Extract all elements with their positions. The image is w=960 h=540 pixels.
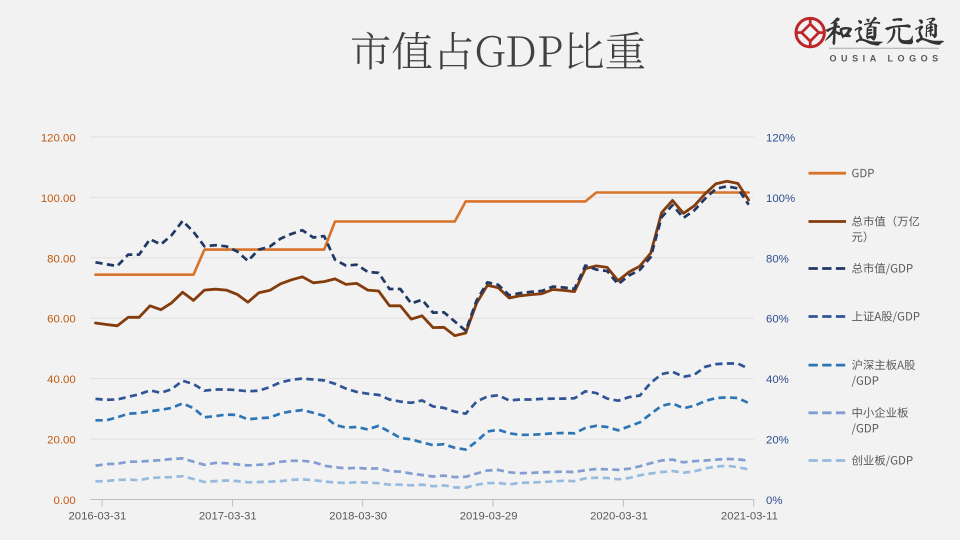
svg-text:20.00: 20.00 [47,435,76,447]
svg-text:40%: 40% [766,374,789,386]
svg-text:120%: 120% [766,132,795,144]
svg-text:20%: 20% [766,435,789,447]
svg-text:80.00: 80.00 [47,253,76,265]
svg-text:2019-03-29: 2019-03-29 [460,510,518,522]
svg-text:2021-03-11: 2021-03-11 [721,510,778,522]
svg-text:60.00: 60.00 [47,314,76,326]
svg-text:120.00: 120.00 [41,132,76,144]
svg-text:0%: 0% [766,495,782,507]
svg-text:80%: 80% [766,253,789,265]
svg-text:2020-03-31: 2020-03-31 [590,510,648,522]
svg-text:60%: 60% [766,314,789,326]
svg-text:2018-03-30: 2018-03-30 [329,510,387,522]
svg-text:40.00: 40.00 [47,374,76,386]
svg-text:2016-03-31: 2016-03-31 [69,510,127,522]
svg-text:2017-03-31: 2017-03-31 [199,510,257,522]
svg-text:100%: 100% [766,193,795,205]
svg-text:OUSIA LOGOS: OUSIA LOGOS [830,54,943,64]
svg-text:100.00: 100.00 [41,193,76,205]
svg-text:0.00: 0.00 [54,495,76,507]
